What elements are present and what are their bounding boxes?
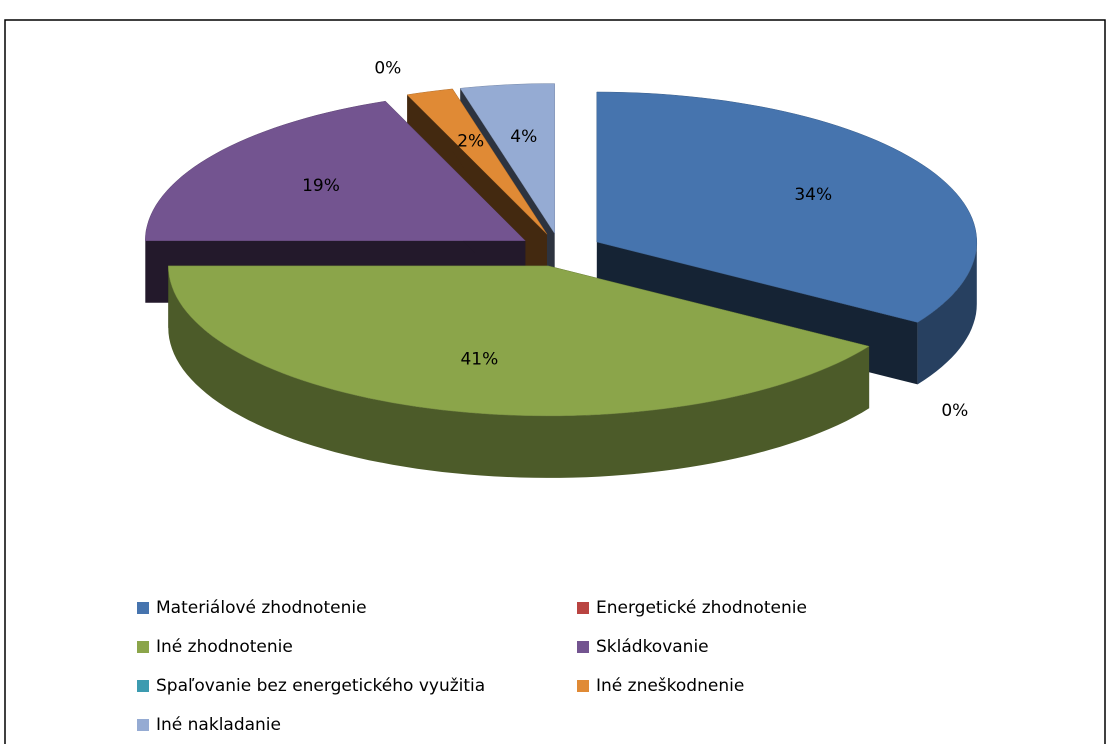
legend-label: Iné zhodnotenie <box>156 637 293 657</box>
slice <box>145 100 526 241</box>
data-label: 0% <box>374 58 401 78</box>
legend-swatch <box>577 602 589 614</box>
pie-tops <box>145 83 978 417</box>
slice <box>168 265 870 417</box>
data-label: 2% <box>457 132 484 152</box>
legend-swatch <box>577 641 589 653</box>
slice-side <box>168 265 870 478</box>
legend-label: Materiálové zhodnotenie <box>156 598 367 618</box>
data-label: 0% <box>941 401 968 421</box>
data-label: 4% <box>510 127 537 147</box>
legend-label: Energetické zhodnotenie <box>596 598 807 618</box>
legend-swatch <box>137 602 149 614</box>
data-labels: 34% 0% 41% 19% 0% 2% 4% <box>302 58 968 421</box>
slice-side <box>917 242 977 385</box>
slice <box>596 91 978 323</box>
slice <box>406 88 548 235</box>
legend-swatch <box>137 719 149 731</box>
legend-label: Skládkovanie <box>596 637 709 657</box>
legend-label: Spaľovanie bez energetického využitia <box>156 676 485 696</box>
legend: Materiálové zhodnotenie Energetické zhodn… <box>137 598 807 735</box>
legend-label: Iné nakladanie <box>156 715 281 735</box>
data-label: 41% <box>460 350 498 370</box>
slice <box>459 83 555 235</box>
data-label: 19% <box>302 176 340 196</box>
legend-swatch <box>137 680 149 692</box>
legend-swatch <box>137 641 149 653</box>
data-label: 34% <box>794 185 832 205</box>
legend-label: Iné zneškodnenie <box>596 676 744 696</box>
legend-swatch <box>577 680 589 692</box>
